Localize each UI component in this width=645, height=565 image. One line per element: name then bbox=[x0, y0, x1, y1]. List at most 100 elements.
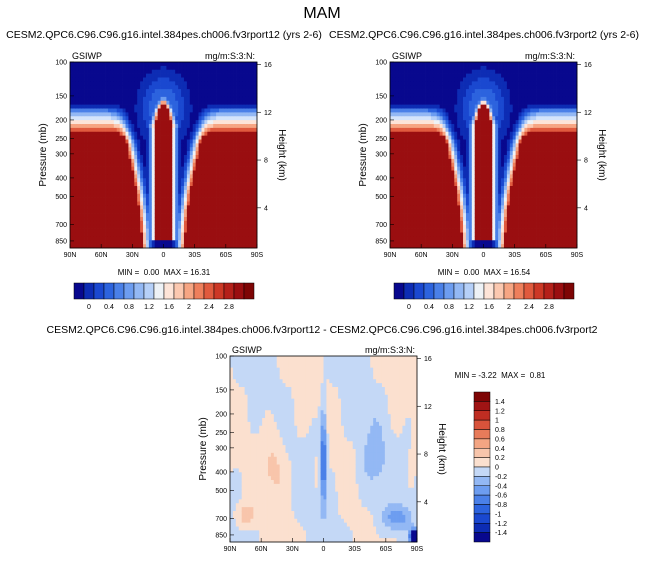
panel3-stats: MIN = -3.22 MAX = 0.81 bbox=[455, 371, 546, 380]
colorbar-swatch bbox=[133, 282, 145, 300]
y2-tick-label: 16 bbox=[264, 62, 272, 69]
colorbar-label: -0.4 bbox=[495, 483, 507, 490]
colorbar-label: 2.8 bbox=[544, 304, 554, 311]
y-tick-label: 500 bbox=[55, 194, 67, 201]
y2-tick-label: 8 bbox=[264, 158, 268, 165]
colorbar-label: 1.2 bbox=[144, 304, 154, 311]
y-tick-label: 150 bbox=[215, 387, 227, 394]
x-tick-label: 60N bbox=[415, 252, 428, 259]
colorbar-swatch bbox=[473, 466, 491, 477]
colorbar-label: 0 bbox=[407, 304, 411, 311]
y-tick-label: 250 bbox=[375, 136, 387, 143]
heatmap-cells bbox=[230, 356, 418, 543]
y2-tick-label: 12 bbox=[424, 404, 432, 411]
colorbar-swatch bbox=[473, 391, 491, 402]
panel1-heatmap: GSIWP mg/m:S:3:N: 100 150 200 250 300 400 500 700… bbox=[38, 51, 287, 259]
colorbar-swatch bbox=[193, 282, 205, 300]
colorbar-swatch bbox=[423, 282, 435, 300]
colorbar-label: 2.8 bbox=[224, 304, 234, 311]
x-tick-label: 30N bbox=[286, 546, 299, 553]
colorbar-label: 0.2 bbox=[495, 455, 505, 462]
figure-title: MAM bbox=[303, 5, 340, 22]
heatmap-cells bbox=[70, 62, 258, 249]
y-tick-label: 200 bbox=[375, 117, 387, 124]
colorbar-swatch bbox=[473, 448, 491, 458]
colorbar-label: 1 bbox=[495, 418, 499, 425]
colorbar-label: 0.8 bbox=[495, 427, 505, 434]
y2-tick-label: 12 bbox=[584, 110, 592, 117]
y-tick-label: 150 bbox=[375, 93, 387, 100]
colorbar-label: 0.8 bbox=[124, 304, 134, 311]
colorbar-swatch bbox=[473, 532, 491, 543]
y2-tick-label: 16 bbox=[424, 356, 432, 363]
colorbar-swatch bbox=[503, 282, 515, 300]
colorbar-swatch bbox=[233, 282, 245, 300]
colorbar-swatch bbox=[473, 282, 485, 300]
colorbar-swatch bbox=[473, 476, 491, 486]
y-tick-label: 500 bbox=[375, 194, 387, 201]
y-tick-label: 200 bbox=[55, 117, 67, 124]
colorbar-swatch bbox=[403, 282, 415, 300]
colorbar-swatch bbox=[173, 282, 185, 300]
x-tick-label: 0 bbox=[322, 546, 326, 553]
colorbar-swatch bbox=[413, 282, 425, 300]
colorbar-swatch bbox=[433, 282, 445, 300]
colorbar-swatch bbox=[543, 282, 555, 300]
colorbar-swatch bbox=[473, 419, 491, 430]
y-tick-label: 850 bbox=[55, 238, 67, 245]
colorbar-swatch bbox=[93, 282, 105, 300]
y-tick-label: 500 bbox=[215, 488, 227, 495]
colorbar-label: 0.6 bbox=[495, 436, 505, 443]
y-tick-label: 700 bbox=[55, 222, 67, 229]
x-tick-label: 0 bbox=[162, 252, 166, 259]
panel3-title: CESM2.QPC6.C96.C96.g16.intel.384pes.ch00… bbox=[47, 324, 598, 336]
y-tick-label: 700 bbox=[375, 222, 387, 229]
colorbar-swatch bbox=[463, 282, 475, 300]
x-tick-label: 60N bbox=[255, 546, 268, 553]
colorbar-swatch bbox=[473, 438, 491, 449]
y-tick-label: 400 bbox=[215, 469, 227, 476]
colorbar-swatch bbox=[393, 282, 405, 300]
x-tick-label: 30N bbox=[126, 252, 139, 259]
colorbar-label: -1.2 bbox=[495, 521, 507, 528]
colorbar-swatch bbox=[553, 282, 565, 300]
colorbar-swatch bbox=[563, 282, 575, 300]
colorbar-swatch bbox=[483, 282, 495, 300]
panel3-colorbar: 1.4 1.2 1 0.8 0.6 0.4 0.2 0 -0.2 -0.4 -0.6 -0.8 -1 -1… bbox=[473, 391, 507, 543]
panel2-colorbar: 0 0.4 0.8 1.2 1.6 2 2.4 2.8 bbox=[393, 282, 575, 311]
y-tick-label: 250 bbox=[55, 136, 67, 143]
colorbar-swatch bbox=[153, 282, 165, 300]
x-tick-label: 90N bbox=[224, 546, 237, 553]
panel2-stats: MIN = 0.00 MAX = 16.54 bbox=[438, 268, 531, 277]
colorbar-swatch bbox=[493, 282, 505, 300]
y-tick-label: 400 bbox=[55, 175, 67, 182]
colorbar-label: 0.4 bbox=[424, 304, 434, 311]
y-tick-label: 300 bbox=[215, 445, 227, 452]
x-tick-label: 90N bbox=[64, 252, 77, 259]
panel1-stats: MIN = 0.00 MAX = 16.31 bbox=[118, 268, 211, 277]
units-label: mg/m:S:3:N: bbox=[525, 51, 575, 61]
colorbar-label: 1.4 bbox=[495, 399, 505, 406]
panel1-title: CESM2.QPC6.C96.C96.g16.intel.384pes.ch00… bbox=[6, 29, 322, 41]
heatmap-cells bbox=[390, 62, 578, 249]
y-tick-label: 100 bbox=[55, 60, 67, 67]
y2-axis-title: Height (km) bbox=[436, 423, 447, 475]
colorbar-swatch bbox=[183, 282, 195, 300]
x-tick-label: 60S bbox=[380, 546, 393, 553]
y-tick-label: 850 bbox=[215, 532, 227, 539]
colorbar-label: 0.8 bbox=[444, 304, 454, 311]
y-tick-label: 700 bbox=[215, 516, 227, 523]
x-tick-label: 60S bbox=[220, 252, 233, 259]
y-tick-label: 150 bbox=[55, 93, 67, 100]
panel2-title: CESM2.QPC6.C96.C96.g16.intel.384pes.ch00… bbox=[329, 29, 639, 41]
colorbar-label: -0.6 bbox=[495, 493, 507, 500]
x-tick-label: 60S bbox=[540, 252, 553, 259]
y-tick-label: 400 bbox=[375, 175, 387, 182]
colorbar-label: 2 bbox=[507, 304, 511, 311]
y2-axis-title: Height (km) bbox=[596, 129, 607, 181]
colorbar-label: 2.4 bbox=[524, 304, 534, 311]
x-tick-label: 0 bbox=[482, 252, 486, 259]
colorbar-swatch bbox=[143, 282, 155, 300]
colorbar-swatch bbox=[523, 282, 535, 300]
